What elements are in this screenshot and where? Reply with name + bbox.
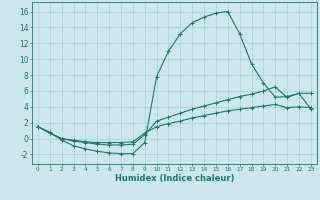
X-axis label: Humidex (Indice chaleur): Humidex (Indice chaleur) bbox=[115, 174, 234, 183]
